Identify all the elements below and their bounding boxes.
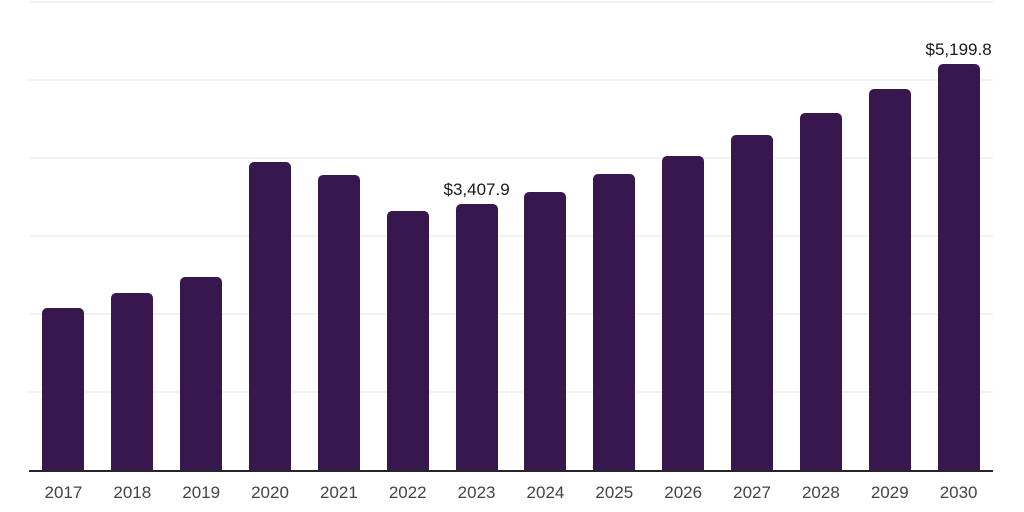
bar-2030	[937, 64, 980, 470]
bar-2028	[799, 112, 842, 470]
bar-slot-2025	[580, 2, 649, 470]
x-tick-2018: 2018	[113, 483, 152, 502]
x-tick-2023: 2023	[457, 483, 496, 502]
bar-2019	[180, 277, 223, 470]
x-tick-2020: 2020	[251, 483, 289, 502]
bar-2025	[593, 174, 636, 470]
bar-slot-2029	[855, 2, 924, 470]
x-tick-2019: 2019	[182, 483, 221, 502]
bar-slot-2030: $5,199.8	[924, 2, 993, 470]
gridline-2000	[29, 313, 993, 316]
bar-slot-2024	[511, 2, 580, 470]
bar-2021	[317, 175, 360, 470]
bar-slot-2021	[304, 2, 373, 470]
bar-2020	[249, 161, 291, 470]
x-tick-2028: 2028	[801, 483, 840, 502]
bar-slot-2026	[649, 2, 718, 470]
x-tick-2017: 2017	[44, 483, 83, 502]
bar-slot-2018	[98, 2, 167, 470]
bar-2022	[386, 210, 429, 470]
bar-slot-2017	[29, 2, 98, 470]
x-tick-2027: 2027	[733, 483, 771, 502]
bar-2024	[524, 191, 567, 470]
data-label-2023: $3,407.9	[443, 180, 510, 200]
x-tick-2024: 2024	[526, 483, 565, 502]
x-tick-2025: 2025	[595, 483, 634, 502]
bar-2026	[662, 155, 705, 470]
gridline-6000	[29, 1, 993, 3]
bar-slot-2022	[373, 2, 442, 470]
bars-container: $3,407.9 $5,199.8	[29, 2, 993, 470]
plot-area: $3,407.9 $5,199.8	[29, 1, 993, 472]
x-tick-2030: 2030	[939, 483, 978, 502]
x-tick-2029: 2029	[870, 483, 909, 502]
gridline-3000	[29, 235, 993, 237]
bar-2027	[731, 134, 774, 470]
bar-slot-2019	[167, 2, 236, 470]
bar-2029	[868, 88, 911, 470]
gridline-5000	[29, 79, 993, 81]
bar-2017	[42, 308, 85, 470]
gridline-1000	[29, 391, 993, 394]
bar-slot-2027	[718, 2, 787, 470]
x-tick-2022: 2022	[388, 483, 427, 502]
x-axis-labels: 2017 2018 2019 2020 2021 2022 2023 2024 2025 2026…	[29, 472, 993, 512]
bar-chart-figure: $3,407.9 $5,199.8 2017 2018 2019 2020 2021 202…	[29, 0, 993, 512]
data-label-2030: $5,199.8	[925, 40, 992, 60]
x-tick-2026: 2026	[664, 483, 703, 502]
bar-2023	[455, 204, 498, 470]
bar-slot-2020	[236, 2, 305, 470]
bar-slot-2028	[786, 2, 855, 470]
x-tick-2021: 2021	[319, 483, 358, 502]
gridline-4000	[29, 157, 993, 160]
bar-2018	[111, 292, 154, 470]
bar-slot-2023: $3,407.9	[442, 2, 511, 470]
